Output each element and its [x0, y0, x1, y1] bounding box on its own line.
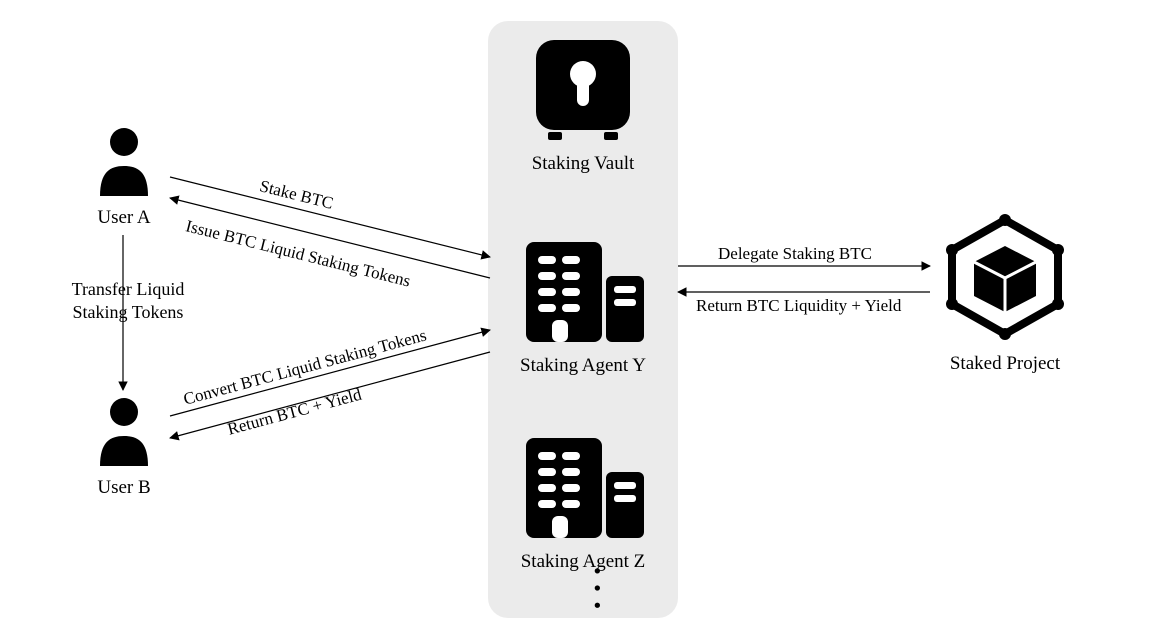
edge-label-stake-btc: Stake BTC	[258, 176, 336, 214]
staked-project: Staked Project	[940, 212, 1070, 375]
staked-project-label: Staked Project	[940, 353, 1070, 375]
staking-vault: Staking Vault	[530, 36, 636, 175]
edge-label-return-liquidity: Return BTC Liquidity + Yield	[696, 296, 901, 316]
user-a: User A	[96, 126, 152, 229]
person-icon	[96, 396, 152, 466]
edge-label-delegate: Delegate Staking BTC	[718, 244, 872, 264]
ellipsis-icon: • • •	[584, 567, 610, 611]
edge-label-issue-tokens: Issue BTC Liquid Staking Tokens	[184, 216, 413, 291]
staking-agent-y-label: Staking Agent Y	[518, 355, 648, 377]
user-a-label: User A	[96, 207, 152, 229]
hexagon-cube-icon	[940, 212, 1070, 342]
staking-agent-y: Staking Agent Y	[518, 236, 648, 377]
edge-label-transfer-tokens: Transfer LiquidStaking Tokens	[68, 278, 188, 325]
staking-agent-z-label: Staking Agent Z	[518, 551, 648, 573]
vault-icon	[530, 36, 636, 142]
user-b: User B	[96, 396, 152, 499]
staking-agent-z: Staking Agent Z	[518, 432, 648, 573]
building-icon	[518, 432, 648, 540]
building-icon	[518, 236, 648, 344]
person-icon	[96, 126, 152, 196]
user-b-label: User B	[96, 477, 152, 499]
edge-label-convert-tokens: Convert BTC Liquid Staking Tokens	[181, 325, 428, 409]
staking-vault-label: Staking Vault	[530, 153, 636, 175]
